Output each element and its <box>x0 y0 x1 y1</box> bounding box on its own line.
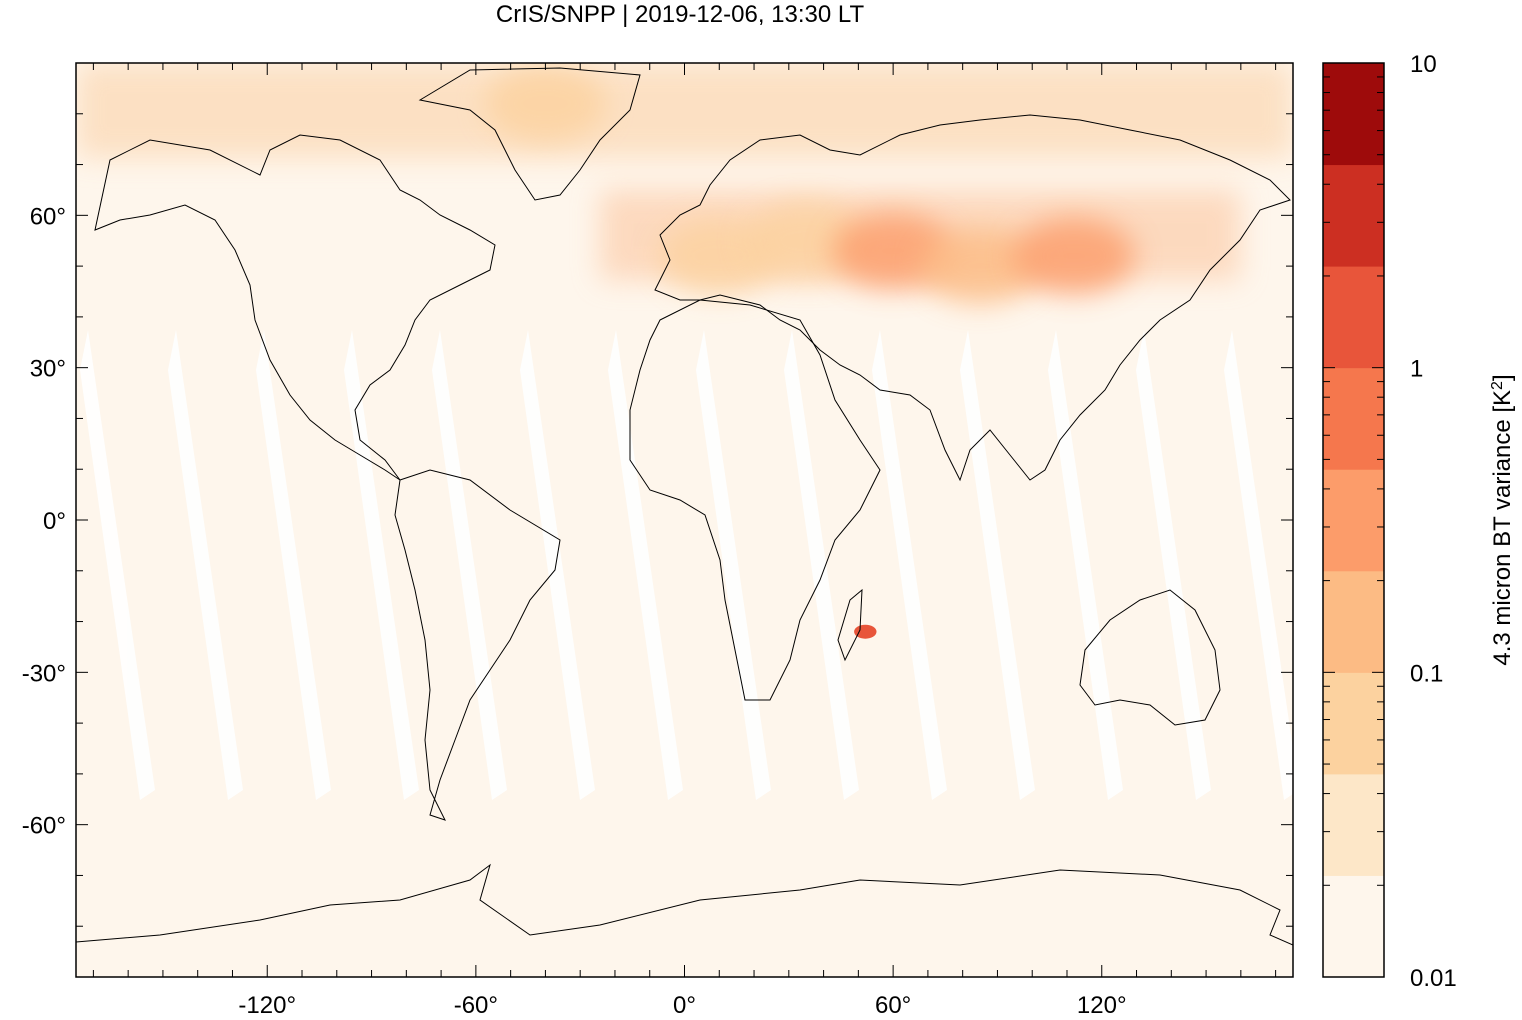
colorbar-tick-label: 10 <box>1410 51 1437 78</box>
swath-gap-0 <box>80 330 155 800</box>
hot-spot-6 <box>854 624 877 639</box>
coastline-antarctica <box>76 863 1293 946</box>
y-tick-label: -60° <box>22 813 66 840</box>
colorbar-frame <box>1322 62 1385 978</box>
swath-gap-1 <box>168 330 243 800</box>
colorbar-bin <box>1323 469 1384 572</box>
map-plot-area: -120° -60° 0° 60° 120° 60° 30° 0° -30° -60° <box>22 62 1294 1019</box>
chart-title: CrIS/SNPP | 2019-12-06, 13:30 LT <box>495 1 865 28</box>
colorbar-bin <box>1323 164 1384 267</box>
coastline-south-america <box>394 469 561 821</box>
colorbar: 10 1 0.1 0.01 4.3 micron BT variance [K2] <box>1322 51 1517 992</box>
colorbar-bins <box>1323 63 1384 978</box>
colorbar-bin <box>1323 367 1384 470</box>
colorbar-tick-labels: 10 1 0.1 0.01 <box>1410 51 1457 992</box>
colorbar-bin <box>1323 672 1384 775</box>
hot-spot-3 <box>919 228 1041 305</box>
y-tick-label: -30° <box>22 660 66 687</box>
coastline-greenland <box>418 67 641 201</box>
swath-gap-12 <box>1136 330 1211 800</box>
map-ticks <box>76 63 1293 977</box>
coastline-eurasia <box>654 114 1291 482</box>
coastline-madagascar <box>837 588 863 662</box>
x-tick-label: 60° <box>875 992 911 1019</box>
x-tick-label: -120° <box>238 992 296 1019</box>
x-tick-label: -60° <box>454 992 498 1019</box>
hot-spot-5 <box>484 65 607 142</box>
swath-gap-7 <box>696 330 771 800</box>
coastlines <box>76 67 1293 946</box>
x-tick-label: 0° <box>673 992 696 1019</box>
swath-gap-6 <box>608 330 683 800</box>
swath-gap-4 <box>432 330 507 800</box>
x-axis-tick-labels: -120° -60° 0° 60° 120° <box>238 992 1126 1019</box>
swath-gap-11 <box>1048 330 1123 800</box>
swath-gap-3 <box>344 330 419 800</box>
y-tick-label: 0° <box>43 508 66 535</box>
colorbar-ticks <box>1323 76 1384 978</box>
orbit-swath-gaps <box>80 330 1293 800</box>
colorbar-tick-label: 1 <box>1410 356 1423 383</box>
coastline-africa <box>629 299 881 701</box>
swath-gap-13 <box>1224 330 1293 800</box>
swath-gap-8 <box>784 330 859 800</box>
colorbar-label: 4.3 micron BT variance [K2] <box>1489 374 1517 665</box>
colorbar-bin <box>1323 63 1384 166</box>
y-axis-tick-labels: 60° 30° 0° -30° -60° <box>22 203 66 839</box>
hot-spot-4 <box>1013 217 1135 294</box>
swath-gap-9 <box>872 330 947 800</box>
y-tick-label: 60° <box>30 203 66 230</box>
colorbar-tick-label: 0.01 <box>1410 965 1457 992</box>
arctic-variance-band <box>76 63 1293 158</box>
colorbar-bin <box>1323 266 1384 369</box>
variance-hot-spots <box>484 65 1135 639</box>
coastline-north-america <box>94 134 496 481</box>
colorbar-bin <box>1323 875 1384 978</box>
colorbar-tick-label: 0.1 <box>1410 660 1443 687</box>
swath-gap-5 <box>520 330 595 800</box>
colorbar-bin <box>1323 773 1384 876</box>
swath-gap-10 <box>960 330 1035 800</box>
coastline-australia <box>1079 589 1221 726</box>
swath-gap-2 <box>256 330 331 800</box>
x-tick-label: 120° <box>1077 992 1127 1019</box>
y-tick-label: 30° <box>30 356 66 383</box>
colorbar-bin <box>1323 570 1384 673</box>
